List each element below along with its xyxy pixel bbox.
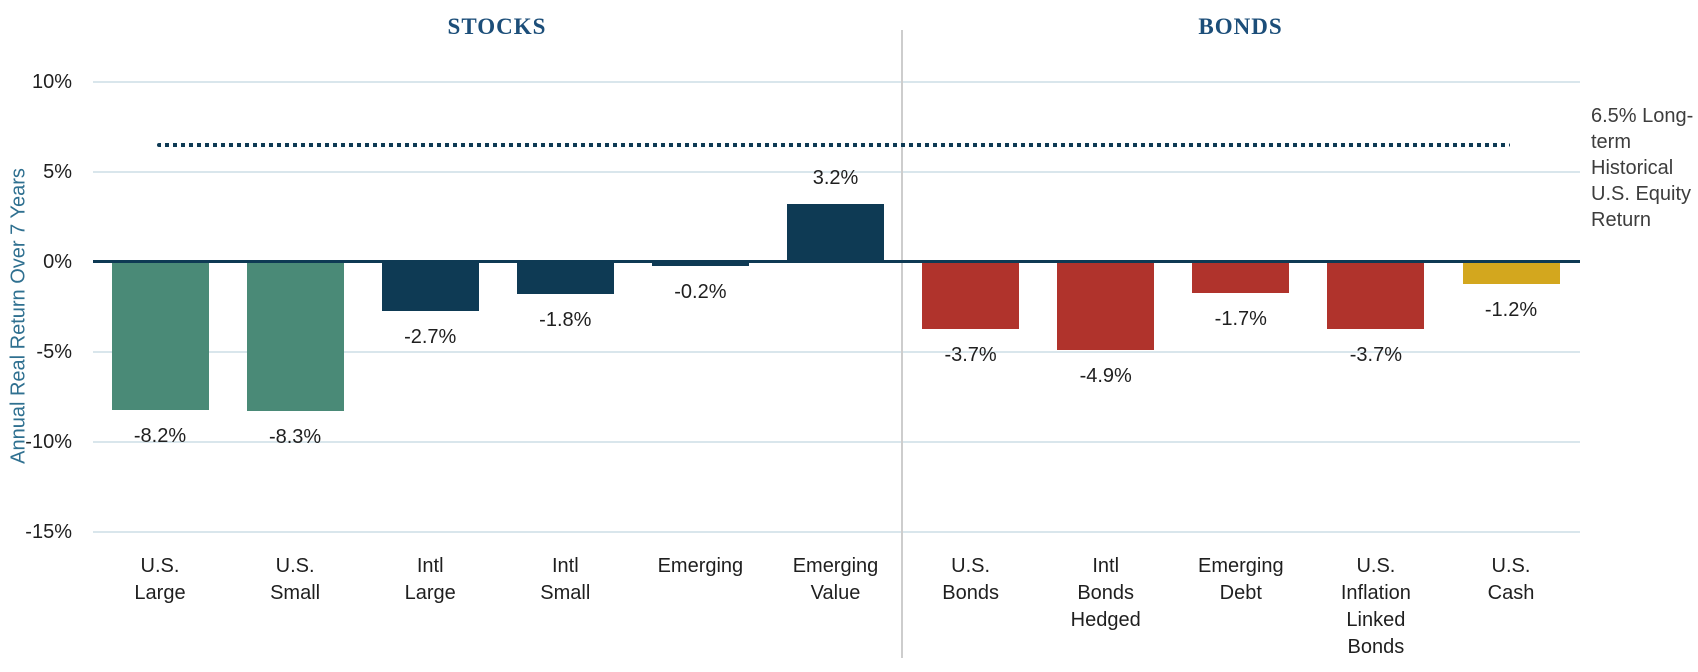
y-tick-label-0: 0%	[43, 251, 72, 273]
x-axis-label-line: Bonds	[1077, 582, 1135, 604]
bar-value-intl-small: -1.8%	[539, 309, 592, 332]
x-axis-label-line: U.S.	[1356, 555, 1396, 577]
bar-u-s-bonds	[922, 262, 1020, 329]
x-axis-label-emerging: Emerging	[633, 553, 767, 580]
x-axis-label-emerging-value: Emerging Value	[769, 553, 903, 607]
bar-emerging-debt	[1192, 262, 1290, 293]
bar-intl-large	[381, 262, 479, 311]
bar-intl-bonds-hedged	[1057, 262, 1155, 351]
x-axis-label-emerging-debt: Emerging Debt	[1174, 553, 1308, 607]
gridline-15	[93, 531, 1580, 533]
reference-line-annotation: 6.5% Long-term Historical U.S. Equity Re…	[1591, 105, 1694, 231]
x-axis-label-u-s-large: U.S. Large	[93, 553, 227, 607]
x-axis-label-u-s-bonds: U.S. Bonds	[904, 553, 1038, 607]
x-axis-label-line: Intl	[551, 555, 579, 577]
gridline-10	[93, 81, 1580, 83]
bar-value-intl-bonds-hedged: -4.9%	[1079, 365, 1132, 388]
y-tick-label-15: -15%	[25, 521, 72, 543]
bar-value-u-s-small: -8.3%	[268, 426, 322, 449]
bar-value-intl-large: -2.7%	[404, 325, 457, 348]
x-axis-label-line: Cash	[1487, 582, 1535, 604]
x-axis-label-line: Large	[404, 582, 456, 604]
x-axis-label-line: Small	[540, 582, 591, 604]
x-axis-label-line: Emerging	[657, 555, 744, 577]
section-divider-line	[901, 30, 903, 658]
x-axis-label-line: Intl	[416, 555, 444, 577]
x-axis-label-line: U.S.	[1491, 555, 1531, 577]
x-axis-label-line: Small	[270, 582, 321, 604]
bar-u-s-large	[111, 262, 209, 410]
gridline-10	[93, 441, 1580, 443]
x-axis-label-line: Value	[810, 582, 861, 604]
x-axis-label-u-s-cash: U.S. Cash	[1444, 553, 1578, 607]
bar-value-u-s-bonds: -3.7%	[944, 343, 997, 366]
x-axis-label-u-s-inflation-linked-bonds: U.S. Inflation Linked Bonds	[1309, 553, 1443, 661]
y-tick-label-10: 10%	[31, 71, 72, 93]
bar-value-emerging: -0.2%	[674, 280, 727, 303]
x-axis-label-line: Debt	[1219, 582, 1262, 604]
x-axis-label-line: Intl	[1092, 555, 1120, 577]
x-axis-label-line: U.S.	[140, 555, 180, 577]
x-axis-label-line: Emerging	[1197, 555, 1284, 577]
bar-value-emerging-value: 3.2%	[812, 167, 859, 190]
x-axis-label-line: Inflation	[1340, 582, 1411, 604]
x-axis-label-line: Bonds	[1347, 636, 1405, 658]
bar-u-s-cash	[1462, 262, 1560, 284]
x-axis-label-line: U.S.	[951, 555, 991, 577]
stocks-section-title: STOCKS	[447, 14, 547, 39]
y-tick-label-10: -10%	[25, 431, 72, 453]
bar-emerging	[651, 262, 749, 266]
gridline-5	[93, 351, 1580, 353]
bar-emerging-value	[787, 204, 884, 262]
x-axis-label-line: Large	[134, 582, 186, 604]
bar-intl-small	[516, 262, 614, 295]
bar-value-u-s-large: -8.2%	[133, 424, 187, 447]
x-axis-label-intl-bonds-hedged: Intl Bonds Hedged	[1039, 553, 1173, 634]
bar-value-emerging-debt: -1.7%	[1214, 307, 1267, 330]
y-tick-label-5: -5%	[36, 341, 72, 363]
x-axis-label-line: Emerging	[792, 555, 879, 577]
bar-u-s-small	[246, 262, 344, 412]
reference-dotted-line	[157, 143, 1510, 147]
x-axis-label-line: Bonds	[942, 582, 999, 604]
zero-axis-line	[93, 260, 1580, 263]
gridline-5	[93, 171, 1580, 173]
bar-value-u-s-cash: -1.2%	[1484, 298, 1538, 321]
bar-value-u-s-inflation-linked-bonds: -3.7%	[1349, 343, 1403, 366]
y-axis-title: Annual Real Return Over 7 Years	[7, 168, 30, 464]
x-axis-label-u-s-small: U.S. Small	[228, 553, 362, 607]
x-axis-label-line: U.S.	[275, 555, 315, 577]
x-axis-label-intl-small: Intl Small	[498, 553, 632, 607]
x-axis-label-line: Linked	[1346, 609, 1406, 631]
x-axis-label-intl-large: Intl Large	[363, 553, 497, 607]
y-tick-label-5: 5%	[43, 161, 72, 183]
x-axis-label-line: Hedged	[1070, 609, 1141, 631]
bonds-section-title: BONDS	[1198, 14, 1283, 39]
bar-u-s-inflation-linked-bonds	[1327, 262, 1425, 329]
